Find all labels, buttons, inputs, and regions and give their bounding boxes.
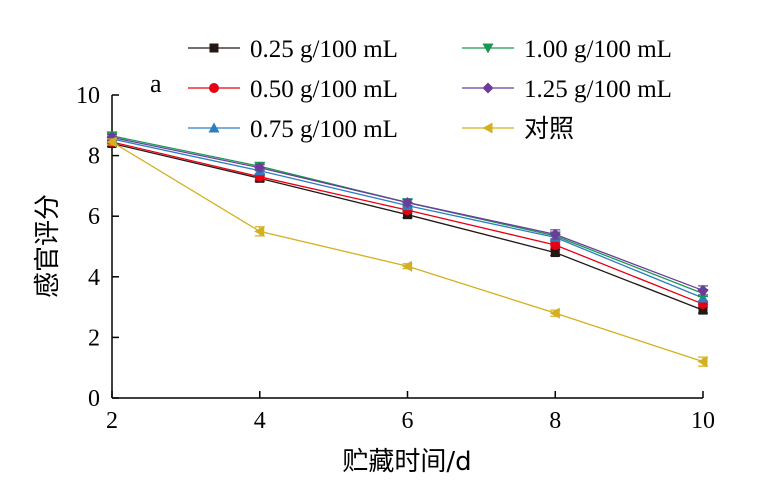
legend-label: 对照 [524, 115, 574, 143]
y-tick-label: 0 [88, 386, 100, 412]
series-1 [107, 136, 708, 310]
legend-marker [209, 83, 219, 93]
x-tick-label: 8 [549, 408, 561, 434]
legend-item-2: 0.75 g/100 mL [188, 116, 398, 143]
legend-item-5: 对照 [462, 115, 574, 143]
legend-label: 1.00 g/100 mL [524, 36, 672, 63]
legend-marker [482, 122, 493, 134]
legend-label: 0.75 g/100 mL [250, 116, 398, 143]
legend: 0.25 g/100 mL 0.50 g/100 mL 0.75 g/100 mL 1… [188, 36, 672, 143]
legend-marker [482, 82, 494, 94]
legend-item-1: 0.50 g/100 mL [188, 76, 398, 103]
legend-marker [482, 43, 494, 54]
legend-label: 1.25 g/100 mL [524, 76, 672, 103]
data-point [698, 305, 708, 315]
legend-marker [209, 43, 219, 53]
series-group [106, 131, 709, 368]
y-axis-title: 感官评分 [33, 194, 63, 298]
y-tick-label: 4 [88, 265, 100, 291]
data-point [549, 307, 560, 319]
y-tick-label: 10 [76, 83, 100, 109]
y-tick-label: 2 [88, 325, 100, 351]
series-line [111, 142, 704, 311]
series-line [111, 141, 704, 305]
data-point [550, 248, 560, 258]
x-tick-label: 2 [106, 408, 118, 434]
series-5 [106, 136, 708, 368]
series-0 [107, 138, 708, 315]
data-point [697, 356, 708, 368]
axes [111, 95, 703, 399]
data-point [549, 228, 561, 240]
x-tick-label: 6 [402, 408, 414, 434]
legend-label: 0.50 g/100 mL [250, 76, 398, 103]
x-axis-title: 贮藏时间/d [342, 447, 471, 477]
data-point [697, 284, 709, 296]
legend-item-4: 1.25 g/100 mL [462, 76, 672, 103]
x-tick-label: 10 [691, 408, 715, 434]
data-point [402, 197, 413, 209]
legend-marker [208, 122, 220, 133]
data-point [106, 136, 117, 148]
panel-label: a [150, 69, 162, 98]
legend-item-3: 1.00 g/100 mL [462, 36, 672, 63]
data-point [550, 239, 561, 250]
data-point [254, 162, 266, 174]
x-tick-label: 4 [254, 408, 266, 434]
legend-label: 0.25 g/100 mL [250, 36, 398, 63]
data-point [402, 260, 412, 272]
series-line [111, 141, 704, 363]
y-tick-label: 8 [88, 144, 100, 170]
data-point [254, 225, 265, 237]
legend-item-0: 0.25 g/100 mL [188, 36, 398, 63]
y-tick-label: 6 [88, 204, 100, 230]
